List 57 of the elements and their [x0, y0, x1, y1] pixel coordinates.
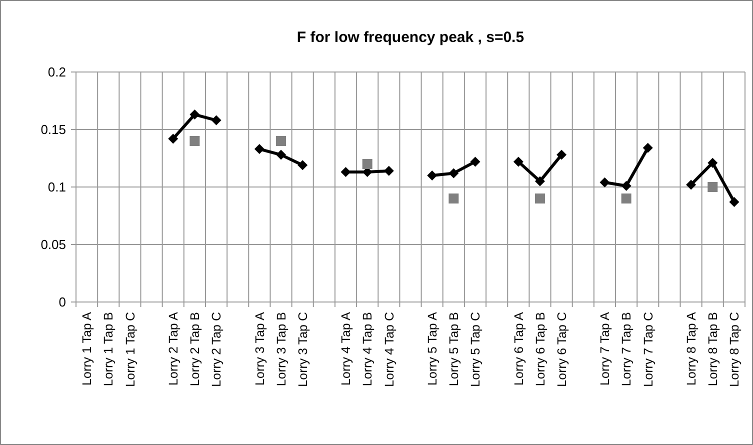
- x-tick-label: Lorry 6 Tap B: [533, 312, 548, 386]
- point: [470, 156, 480, 167]
- x-tick-label: Lorry 1 Tap A: [80, 311, 94, 386]
- y-tick-label: 0.2: [48, 64, 66, 80]
- point: [534, 194, 545, 204]
- y-tick-label: 0.05: [40, 237, 66, 252]
- x-tick-label: Lorry 1 Tap B: [102, 312, 116, 386]
- x-tick-label: Lorry 3 Tap B: [274, 312, 288, 386]
- point: [448, 168, 459, 178]
- x-tick-label: Lorry 4 Tap B: [360, 312, 375, 386]
- point: [642, 142, 653, 153]
- point: [708, 182, 718, 192]
- point: [190, 136, 200, 146]
- x-tick-label: Lorry 6 Tap C: [554, 312, 569, 387]
- point: [340, 167, 351, 178]
- x-tick-label: Lorry 2 Tap B: [188, 312, 202, 386]
- y-tick-label: 0.1: [48, 180, 66, 195]
- y-tick-label: 0.15: [40, 122, 66, 138]
- point: [556, 150, 567, 160]
- x-tick-label: Lorry 8 Tap B: [706, 312, 720, 386]
- point: [298, 160, 308, 170]
- point: [384, 166, 394, 176]
- x-tick-label: Lorry 1 Tap C: [123, 312, 138, 387]
- x-tick-label: Lorry 7 Tap A: [598, 311, 612, 386]
- x-tick-label: Lorry 5 Tap C: [468, 312, 483, 387]
- point: [168, 134, 178, 144]
- x-tick-label: Lorry 5 Tap A: [425, 311, 440, 386]
- point: [513, 156, 524, 167]
- x-tick-label: Lorry 7 Tap C: [641, 312, 656, 387]
- x-tick-label: Lorry 7 Tap B: [620, 312, 634, 386]
- point: [362, 159, 372, 169]
- point: [708, 158, 718, 168]
- point: [190, 110, 200, 120]
- x-tick-label: Lorry 8 Tap C: [728, 312, 742, 387]
- point: [686, 180, 696, 190]
- point: [448, 194, 459, 204]
- point: [276, 136, 286, 146]
- point: [427, 170, 438, 180]
- x-tick-label: Lorry 8 Tap A: [684, 311, 698, 386]
- chart-title: F for low frequency peak , s=0.5: [296, 29, 524, 46]
- x-tick-label: Lorry 4 Tap C: [382, 312, 396, 387]
- point: [534, 176, 545, 186]
- point: [276, 150, 286, 160]
- point: [621, 180, 632, 191]
- point: [211, 115, 222, 126]
- x-tick-label: Lorry 6 Tap A: [512, 311, 526, 386]
- point: [621, 194, 632, 204]
- x-tick-label: Lorry 5 Tap B: [447, 312, 462, 386]
- point: [600, 177, 610, 188]
- point: [254, 144, 264, 154]
- x-tick-label: Lorry 3 Tap C: [296, 312, 310, 387]
- x-tick-label: Lorry 3 Tap A: [252, 311, 267, 386]
- x-tick-label: Lorry 2 Tap A: [166, 311, 180, 386]
- point: [729, 196, 740, 207]
- x-tick-label: Lorry 4 Tap A: [339, 311, 354, 386]
- x-tick-label: Lorry 2 Tap C: [210, 312, 224, 387]
- y-tick-label: 0: [58, 294, 66, 310]
